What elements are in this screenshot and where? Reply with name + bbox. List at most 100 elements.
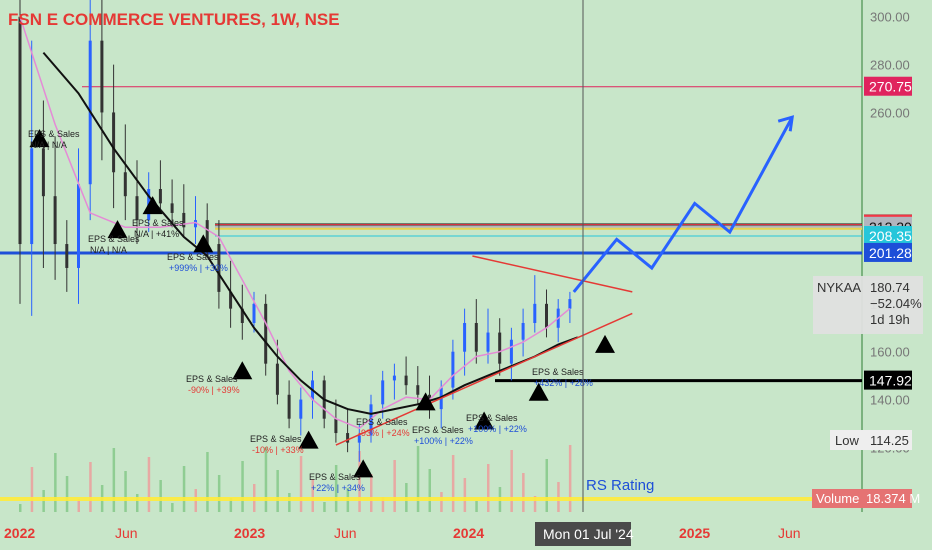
volume-bar — [416, 446, 420, 512]
volume-bar — [440, 492, 443, 512]
candle-body — [404, 375, 408, 386]
volume-bar — [124, 471, 127, 512]
eps-label-title: EPS & Sales — [167, 252, 219, 262]
info-symbol: NYKAA — [817, 280, 861, 295]
candle-body — [346, 433, 350, 443]
eps-label-title: EPS & Sales — [466, 413, 518, 423]
info-price: 180.74 — [870, 280, 910, 295]
price-tag-label: 201.28 — [869, 245, 912, 261]
eps-label-value: +100% | +22% — [414, 436, 473, 446]
volume-bar — [428, 469, 431, 512]
candle-body — [369, 404, 373, 436]
signal-triangle — [353, 459, 374, 478]
volume-bar — [77, 499, 80, 512]
volume-bar — [323, 502, 326, 512]
eps-label-value: -93% | +24% — [358, 428, 410, 438]
crosshair-date-box — [535, 522, 631, 546]
time-axis — [0, 512, 932, 550]
low-value: 114.25 — [870, 433, 909, 448]
candle-body — [287, 394, 291, 419]
candle-body — [521, 322, 525, 340]
volume-bar — [510, 450, 513, 512]
y-tick-label: 140.00 — [870, 393, 910, 408]
x-tick-label: 2023 — [234, 525, 265, 541]
eps-label-value: N/A | N/A — [30, 140, 67, 150]
y-tick-label: 160.00 — [870, 345, 910, 360]
candle-body — [229, 291, 233, 309]
volume-box — [812, 489, 912, 508]
low-box — [830, 430, 912, 450]
low-label: Low — [835, 433, 859, 448]
eps-label-title: EPS & Sales — [186, 374, 238, 384]
signal-triangle — [528, 382, 549, 401]
price-tag-label: 270.75 — [869, 79, 912, 95]
x-tick-label: 2024 — [453, 525, 484, 541]
volume-bar — [276, 470, 279, 512]
eps-label-title: EPS & Sales — [412, 425, 464, 435]
rs-rating-band — [0, 497, 862, 501]
signal-triangle — [29, 129, 50, 148]
volume-bar — [229, 498, 233, 512]
eps-label-title: EPS & Sales — [28, 129, 80, 139]
ema-fast-line — [19, 16, 571, 430]
candle-body — [123, 172, 127, 197]
eps-label-value: -10% | +33% — [252, 445, 304, 455]
volume-bar — [182, 466, 186, 512]
volume-bar — [463, 478, 467, 512]
chart-title: FSN E COMMERCE VENTURES, 1W, NSE — [8, 10, 340, 29]
candle-body — [486, 332, 490, 352]
ema-slow-line — [42, 51, 579, 415]
volume-bar — [475, 501, 478, 512]
volume-bar — [370, 474, 373, 512]
candle-body — [205, 220, 209, 245]
volume-bar — [545, 459, 548, 512]
eps-label-value: N/A | +41% — [134, 229, 179, 239]
candle-body — [170, 203, 174, 213]
volume-bar — [311, 479, 314, 512]
candle-body — [240, 308, 244, 323]
volume-bar — [381, 497, 385, 512]
volume-bar — [30, 467, 34, 512]
crosshair-date-label: Mon 01 Jul '24 — [543, 526, 634, 542]
candle-body — [112, 112, 116, 173]
volume-bar — [19, 504, 22, 512]
volume-bar — [487, 464, 490, 512]
candle-body — [533, 303, 537, 323]
candle-body — [498, 332, 502, 364]
eps-label-title: EPS & Sales — [356, 417, 408, 427]
volume-value: 18.374 M — [866, 491, 920, 506]
volume-bar — [89, 462, 92, 512]
y-tick-label: 260.00 — [870, 105, 910, 120]
eps-label-value: N/A | N/A — [90, 245, 127, 255]
signal-triangle — [232, 361, 253, 380]
candle-body — [217, 244, 221, 292]
eps-label-value: +999% | +30% — [169, 263, 228, 273]
price-tag — [864, 226, 912, 246]
volume-bar — [299, 456, 303, 512]
eps-label-title: EPS & Sales — [250, 434, 302, 444]
candle-body — [53, 196, 57, 245]
volume-bar — [54, 453, 57, 512]
candle-body — [100, 40, 104, 113]
volume-bar — [136, 494, 139, 512]
volume-bar — [358, 451, 361, 512]
candle-body — [568, 299, 572, 309]
candle-body — [158, 189, 162, 204]
x-tick-label: 2025 — [679, 525, 710, 541]
volume-bar — [264, 447, 268, 512]
price-tag-label: 208.35 — [869, 228, 912, 244]
projection-arrowhead — [777, 115, 795, 132]
candle-body — [509, 339, 513, 364]
projection-path — [572, 116, 794, 293]
candle-body — [334, 418, 338, 434]
price-tag — [864, 76, 912, 96]
eps-label-title: EPS & Sales — [88, 234, 140, 244]
candle-body — [194, 220, 197, 228]
x-tick-label: Jun — [115, 525, 138, 541]
eps-label-title: EPS & Sales — [532, 367, 584, 377]
volume-bar — [393, 460, 396, 512]
candle-body — [18, 16, 22, 245]
upper-trendline — [472, 255, 633, 293]
